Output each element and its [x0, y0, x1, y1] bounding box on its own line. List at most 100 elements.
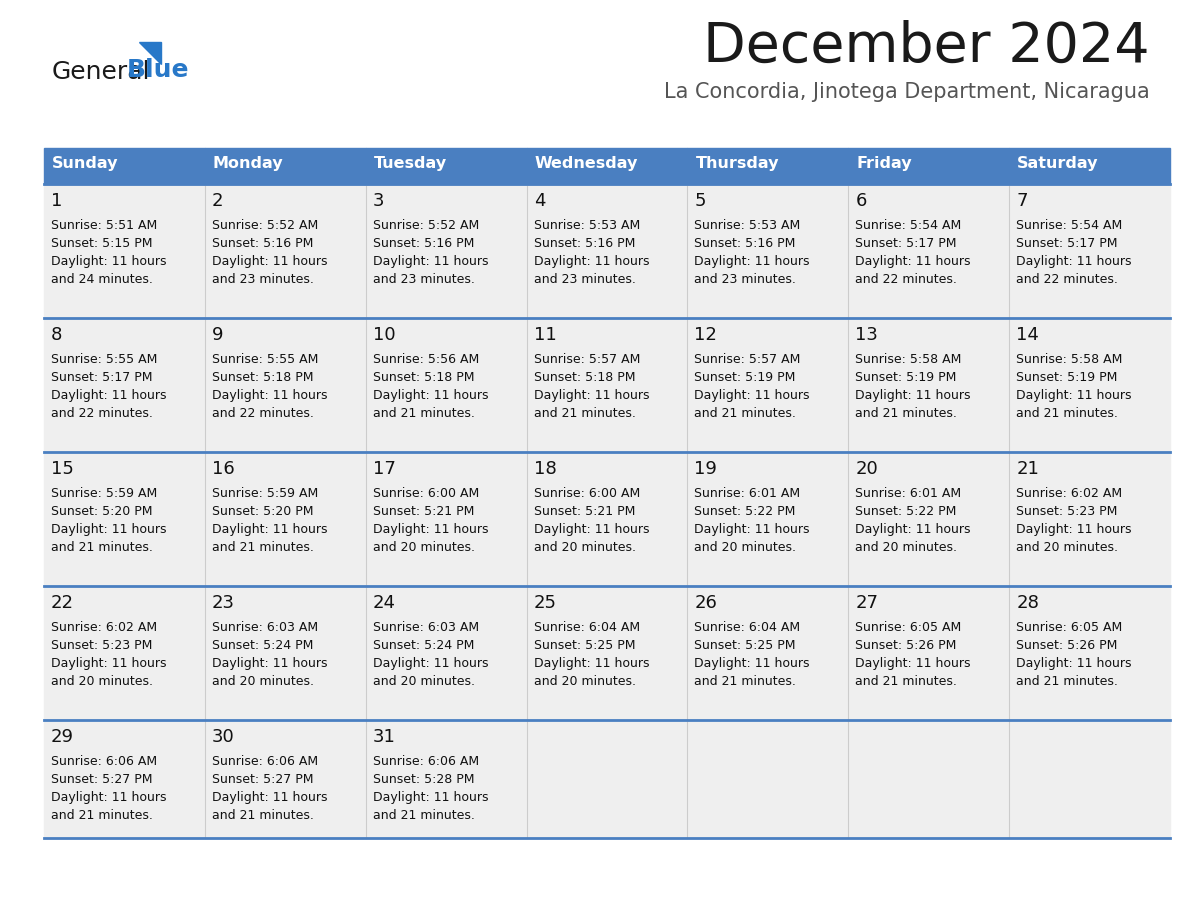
Text: and 23 minutes.: and 23 minutes.: [533, 273, 636, 286]
Text: and 20 minutes.: and 20 minutes.: [211, 675, 314, 688]
Bar: [848, 318, 1009, 452]
Text: 28: 28: [1016, 594, 1040, 612]
Text: Daylight: 11 hours: Daylight: 11 hours: [51, 791, 166, 804]
Text: 27: 27: [855, 594, 878, 612]
Text: 15: 15: [51, 460, 74, 478]
Text: 5: 5: [695, 192, 706, 210]
Text: Sunset: 5:23 PM: Sunset: 5:23 PM: [1016, 505, 1118, 518]
Text: 4: 4: [533, 192, 545, 210]
Text: and 21 minutes.: and 21 minutes.: [51, 541, 153, 554]
Text: Sunrise: 5:53 AM: Sunrise: 5:53 AM: [533, 219, 640, 232]
Text: Sunset: 5:19 PM: Sunset: 5:19 PM: [1016, 371, 1118, 384]
Bar: [1009, 184, 1170, 318]
Bar: [366, 184, 526, 318]
Text: Sunset: 5:21 PM: Sunset: 5:21 PM: [533, 505, 634, 518]
Text: Daylight: 11 hours: Daylight: 11 hours: [533, 389, 649, 402]
Bar: [1009, 452, 1170, 586]
Text: Sunrise: 5:52 AM: Sunrise: 5:52 AM: [211, 219, 318, 232]
Bar: [44, 184, 204, 318]
Text: Sunset: 5:26 PM: Sunset: 5:26 PM: [1016, 639, 1118, 652]
Text: Daylight: 11 hours: Daylight: 11 hours: [211, 255, 328, 268]
Bar: [688, 184, 848, 318]
Text: Daylight: 11 hours: Daylight: 11 hours: [1016, 523, 1132, 536]
Text: 26: 26: [695, 594, 718, 612]
Text: and 21 minutes.: and 21 minutes.: [51, 809, 153, 822]
Text: Daylight: 11 hours: Daylight: 11 hours: [1016, 657, 1132, 670]
Bar: [204, 586, 366, 720]
Bar: [366, 148, 526, 184]
Text: and 20 minutes.: and 20 minutes.: [695, 541, 796, 554]
Text: Sunrise: 6:01 AM: Sunrise: 6:01 AM: [855, 487, 961, 500]
Text: 10: 10: [373, 326, 396, 344]
Text: 25: 25: [533, 594, 556, 612]
Text: Daylight: 11 hours: Daylight: 11 hours: [373, 389, 488, 402]
Text: Sunday: Sunday: [52, 156, 119, 171]
Bar: [688, 720, 848, 838]
Text: Sunrise: 6:03 AM: Sunrise: 6:03 AM: [211, 621, 318, 634]
Text: December 2024: December 2024: [703, 20, 1150, 74]
Text: and 23 minutes.: and 23 minutes.: [373, 273, 474, 286]
Text: Sunrise: 5:58 AM: Sunrise: 5:58 AM: [855, 353, 961, 366]
Text: Daylight: 11 hours: Daylight: 11 hours: [1016, 255, 1132, 268]
Bar: [366, 586, 526, 720]
Bar: [1009, 586, 1170, 720]
Text: Sunrise: 6:05 AM: Sunrise: 6:05 AM: [1016, 621, 1123, 634]
Text: Daylight: 11 hours: Daylight: 11 hours: [51, 657, 166, 670]
Text: Sunrise: 5:57 AM: Sunrise: 5:57 AM: [695, 353, 801, 366]
Bar: [204, 148, 366, 184]
Text: Sunset: 5:16 PM: Sunset: 5:16 PM: [211, 237, 314, 250]
Text: and 21 minutes.: and 21 minutes.: [1016, 407, 1118, 420]
Bar: [526, 720, 688, 838]
Bar: [526, 318, 688, 452]
Text: 30: 30: [211, 728, 234, 746]
Text: Sunrise: 6:01 AM: Sunrise: 6:01 AM: [695, 487, 801, 500]
Text: 11: 11: [533, 326, 556, 344]
Bar: [366, 318, 526, 452]
Text: and 21 minutes.: and 21 minutes.: [211, 541, 314, 554]
Text: Sunset: 5:23 PM: Sunset: 5:23 PM: [51, 639, 152, 652]
Text: Sunset: 5:18 PM: Sunset: 5:18 PM: [533, 371, 636, 384]
Text: Sunrise: 6:05 AM: Sunrise: 6:05 AM: [855, 621, 961, 634]
Bar: [44, 720, 204, 838]
Text: Sunset: 5:20 PM: Sunset: 5:20 PM: [211, 505, 314, 518]
Text: Sunset: 5:19 PM: Sunset: 5:19 PM: [855, 371, 956, 384]
Text: Daylight: 11 hours: Daylight: 11 hours: [533, 255, 649, 268]
Text: Daylight: 11 hours: Daylight: 11 hours: [533, 523, 649, 536]
Text: Sunrise: 6:06 AM: Sunrise: 6:06 AM: [211, 755, 318, 768]
Text: and 22 minutes.: and 22 minutes.: [211, 407, 314, 420]
Text: 3: 3: [373, 192, 384, 210]
Text: and 22 minutes.: and 22 minutes.: [1016, 273, 1118, 286]
Text: Sunrise: 6:00 AM: Sunrise: 6:00 AM: [533, 487, 640, 500]
Text: and 21 minutes.: and 21 minutes.: [855, 407, 958, 420]
Text: Sunset: 5:17 PM: Sunset: 5:17 PM: [51, 371, 152, 384]
Text: Sunset: 5:20 PM: Sunset: 5:20 PM: [51, 505, 152, 518]
Text: Sunset: 5:27 PM: Sunset: 5:27 PM: [211, 773, 314, 786]
Text: Daylight: 11 hours: Daylight: 11 hours: [855, 523, 971, 536]
Text: Sunrise: 5:52 AM: Sunrise: 5:52 AM: [373, 219, 479, 232]
Text: Daylight: 11 hours: Daylight: 11 hours: [211, 389, 328, 402]
Text: 1: 1: [51, 192, 63, 210]
Text: and 21 minutes.: and 21 minutes.: [855, 675, 958, 688]
Text: 21: 21: [1016, 460, 1040, 478]
Polygon shape: [139, 42, 162, 64]
Bar: [204, 452, 366, 586]
Text: and 21 minutes.: and 21 minutes.: [533, 407, 636, 420]
Text: Saturday: Saturday: [1017, 156, 1099, 171]
Text: Daylight: 11 hours: Daylight: 11 hours: [211, 657, 328, 670]
Text: Daylight: 11 hours: Daylight: 11 hours: [533, 657, 649, 670]
Text: Sunset: 5:24 PM: Sunset: 5:24 PM: [211, 639, 314, 652]
Text: 9: 9: [211, 326, 223, 344]
Text: Sunrise: 5:51 AM: Sunrise: 5:51 AM: [51, 219, 157, 232]
Text: 31: 31: [373, 728, 396, 746]
Text: 16: 16: [211, 460, 234, 478]
Text: and 21 minutes.: and 21 minutes.: [211, 809, 314, 822]
Bar: [1009, 720, 1170, 838]
Bar: [1009, 318, 1170, 452]
Text: and 20 minutes.: and 20 minutes.: [51, 675, 153, 688]
Text: Daylight: 11 hours: Daylight: 11 hours: [373, 255, 488, 268]
Text: Daylight: 11 hours: Daylight: 11 hours: [51, 255, 166, 268]
Text: Daylight: 11 hours: Daylight: 11 hours: [373, 791, 488, 804]
Text: Sunrise: 5:56 AM: Sunrise: 5:56 AM: [373, 353, 479, 366]
Text: Sunrise: 5:55 AM: Sunrise: 5:55 AM: [51, 353, 157, 366]
Bar: [526, 586, 688, 720]
